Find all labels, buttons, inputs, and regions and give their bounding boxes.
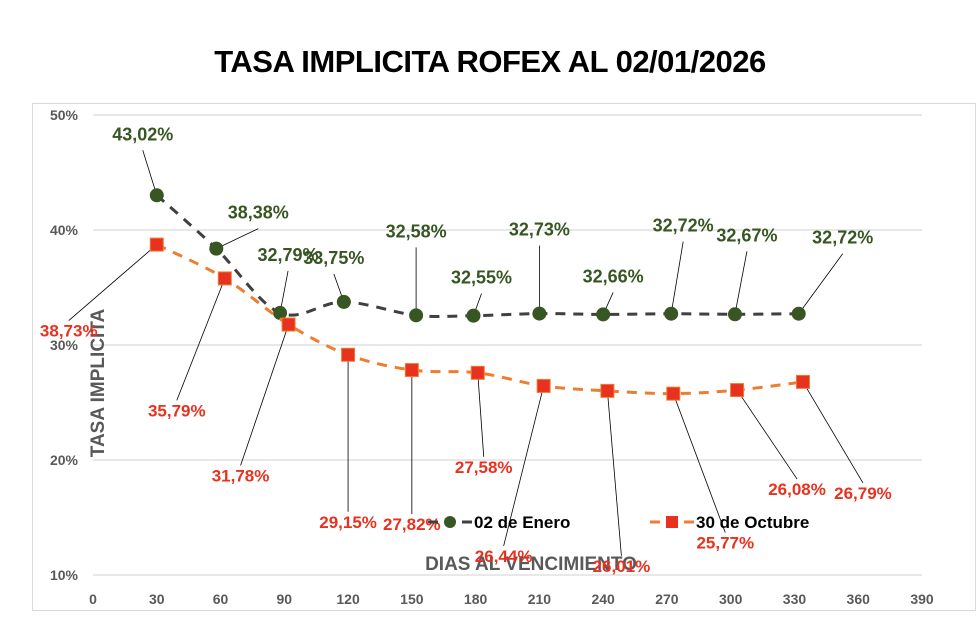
leader-line	[734, 251, 748, 315]
legend: 02 de Enero 30 de Octubre	[428, 513, 809, 532]
circle-marker-icon	[273, 305, 288, 320]
data-label: 32,66%	[583, 266, 644, 286]
x-tick-label: 330	[783, 591, 807, 607]
data-label: 26,08%	[768, 480, 826, 499]
square-marker-icon	[666, 386, 681, 401]
data-label: 26,44%	[475, 547, 533, 566]
y-tick-label: 50%	[50, 107, 79, 123]
x-tick-label: 240	[591, 591, 615, 607]
series-30-de-octubre: 38,73% 35,79% 31,78% 29,15% 27,82% 27,58% 26,4…	[40, 237, 892, 576]
data-label: 35,79%	[148, 401, 206, 420]
circle-marker-icon	[791, 306, 806, 321]
data-label: 31,78%	[212, 467, 270, 486]
square-marker-icon	[795, 374, 810, 389]
chart-area	[32, 103, 976, 611]
x-tick-label: 90	[277, 591, 293, 607]
data-label: 26,01%	[593, 557, 651, 576]
legend-label: 30 de Octubre	[696, 513, 809, 532]
x-tick-label: 60	[213, 591, 229, 607]
legend-label: 02 de Enero	[474, 513, 570, 532]
square-marker-icon	[281, 317, 296, 332]
square-marker-icon	[149, 237, 164, 252]
x-tick-label: 120	[336, 591, 360, 607]
square-marker-icon	[600, 383, 615, 398]
data-label: 27,82%	[383, 515, 441, 534]
x-tick-label: 30	[149, 591, 165, 607]
y-tick-label: 40%	[50, 222, 79, 238]
square-marker-icon	[217, 271, 232, 286]
x-axis-title: DIAS AL VENCIMIENTO	[425, 554, 637, 575]
data-label: 32,72%	[812, 228, 873, 248]
y-tick-label: 30%	[50, 337, 79, 353]
data-label: 32,58%	[386, 221, 447, 241]
leader-line	[798, 253, 844, 314]
leader-line	[736, 389, 798, 480]
circle-marker-icon	[532, 306, 547, 321]
legend-item-30-de-octubre: 30 de Octubre	[650, 513, 809, 532]
leader-line	[240, 324, 289, 466]
series-02-de-enero: 43,02% 38,38% 32,79%33,75% 32,58% 32,55% 32,7…	[112, 124, 873, 323]
square-marker-icon	[730, 383, 745, 398]
square-marker-icon	[536, 378, 551, 393]
data-label: 27,58%	[455, 458, 513, 477]
leader-line	[802, 381, 864, 484]
x-tick-label: 270	[655, 591, 679, 607]
leader-line	[607, 390, 622, 556]
leader-line	[216, 228, 259, 249]
circle-marker-icon	[664, 306, 679, 321]
data-label: 32,55%	[451, 268, 512, 288]
leader-line	[672, 393, 726, 533]
square-marker-icon	[470, 365, 485, 380]
circle-marker-icon	[409, 308, 424, 323]
y-axis-title: TASA IMPLICITA	[88, 308, 109, 457]
leader-line	[279, 270, 289, 313]
data-label: 38,38%	[228, 203, 289, 223]
data-label: 26,79%	[834, 484, 892, 503]
leader-line	[503, 385, 545, 547]
x-tick-label: 390	[910, 591, 934, 607]
data-label: 32,73%	[509, 220, 570, 240]
y-tick-label: 10%	[50, 567, 79, 583]
circle-marker-icon	[149, 188, 164, 203]
x-tick-label: 360	[847, 591, 871, 607]
data-label: 32,67%	[716, 225, 777, 245]
leader-line	[176, 278, 226, 401]
circle-marker-icon	[596, 307, 611, 322]
gridlines	[93, 114, 922, 576]
data-label: 32,79%	[258, 245, 319, 265]
data-label: 25,77%	[696, 534, 754, 553]
data-label: 29,15%	[319, 513, 377, 532]
x-tick-label: 180	[464, 591, 488, 607]
data-label: 38,73%	[40, 322, 98, 341]
chart-title: TASA IMPLICITA ROFEX AL 02/01/2026	[214, 44, 766, 79]
leader-line	[670, 241, 684, 314]
circle-marker-icon	[336, 294, 351, 309]
leader-line	[477, 372, 485, 457]
leader-line	[68, 244, 158, 321]
x-tick-label: 0	[89, 591, 97, 607]
data-label: 32,72%	[653, 216, 714, 236]
y-tick-label: 20%	[50, 452, 79, 468]
x-tick-label: 300	[719, 591, 743, 607]
legend-circle-icon	[444, 516, 456, 528]
data-label: 43,02%	[112, 124, 173, 144]
circle-marker-icon	[209, 241, 224, 256]
square-marker-icon	[404, 363, 419, 378]
square-marker-icon	[341, 347, 356, 362]
data-label: 33,75%	[303, 248, 364, 268]
circle-marker-icon	[466, 308, 481, 323]
legend-item-02-de-enero: 02 de Enero	[428, 513, 570, 532]
circle-marker-icon	[727, 307, 742, 322]
x-tick-label: 150	[400, 591, 424, 607]
x-tick-label: 210	[528, 591, 552, 607]
legend-square-icon	[666, 516, 678, 528]
leader-line	[142, 150, 158, 196]
